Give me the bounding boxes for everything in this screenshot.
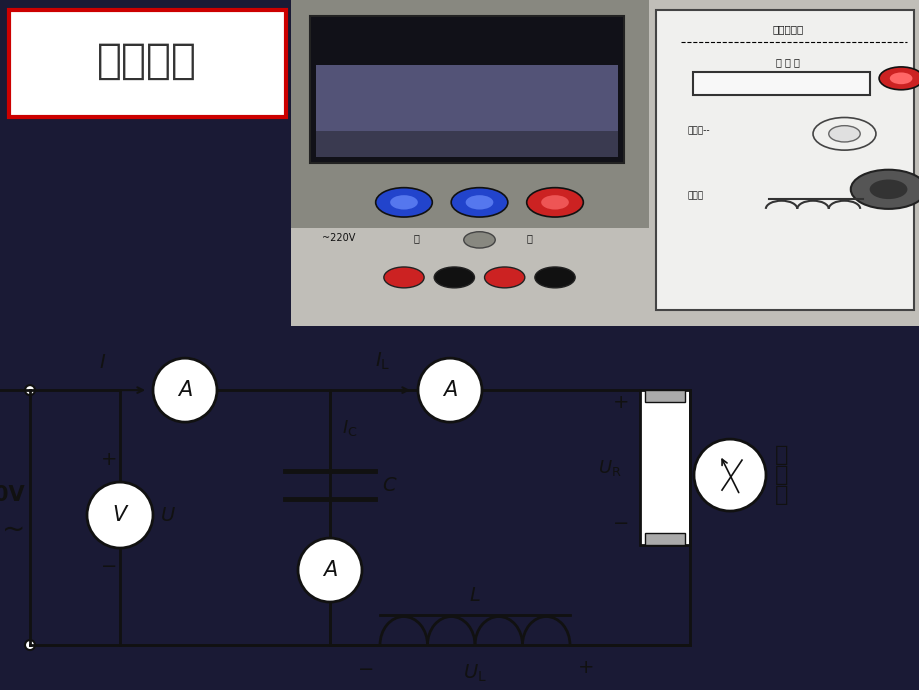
- Circle shape: [526, 188, 583, 217]
- Text: $-$: $-$: [357, 658, 373, 677]
- Text: $+$: $+$: [99, 450, 116, 469]
- Text: 日光灯电路: 日光灯电路: [771, 25, 802, 34]
- Bar: [655, 10, 913, 310]
- Text: 器: 器: [774, 485, 788, 505]
- Text: V: V: [113, 505, 127, 525]
- Text: $C$: $C$: [381, 475, 397, 495]
- Text: 220V: 220V: [0, 485, 25, 505]
- Circle shape: [463, 232, 494, 248]
- Bar: [310, 17, 624, 163]
- Text: 通: 通: [527, 233, 532, 244]
- Text: ~220V: ~220V: [322, 233, 355, 244]
- Text: $I$: $I$: [99, 353, 107, 372]
- Bar: [315, 66, 618, 130]
- Text: A: A: [442, 380, 457, 400]
- Text: $-$: $-$: [611, 512, 628, 531]
- Circle shape: [417, 358, 482, 422]
- Circle shape: [383, 267, 424, 288]
- Text: $-$: $-$: [100, 555, 116, 574]
- Text: 镇流器: 镇流器: [686, 191, 702, 200]
- Text: 日 光 灯: 日 光 灯: [775, 57, 799, 67]
- Bar: [290, 0, 649, 228]
- Circle shape: [828, 126, 859, 142]
- Bar: [644, 390, 685, 402]
- Circle shape: [25, 640, 35, 650]
- Text: A: A: [177, 380, 192, 400]
- Text: $I_{\rm L}$: $I_{\rm L}$: [375, 351, 391, 372]
- Text: $L$: $L$: [469, 586, 481, 605]
- Text: $+$: $+$: [576, 658, 593, 677]
- Bar: [315, 130, 618, 157]
- Circle shape: [153, 358, 217, 422]
- Circle shape: [434, 267, 474, 288]
- Text: $I_{\rm C}$: $I_{\rm C}$: [342, 417, 357, 437]
- Circle shape: [889, 72, 912, 84]
- Circle shape: [693, 439, 766, 511]
- Circle shape: [375, 188, 432, 217]
- Circle shape: [868, 179, 906, 199]
- Circle shape: [540, 195, 568, 210]
- FancyBboxPatch shape: [9, 10, 285, 117]
- Circle shape: [87, 482, 153, 548]
- Circle shape: [450, 188, 507, 217]
- Circle shape: [25, 385, 35, 395]
- Bar: [644, 533, 685, 545]
- Text: $U_{\rm R}$: $U_{\rm R}$: [597, 458, 621, 478]
- Circle shape: [879, 67, 919, 90]
- Circle shape: [465, 195, 493, 210]
- Text: A: A: [323, 560, 336, 580]
- Text: ~: ~: [2, 516, 25, 544]
- Circle shape: [390, 195, 417, 210]
- Text: 启辉器--: 启辉器--: [686, 126, 709, 135]
- Circle shape: [298, 538, 361, 602]
- Circle shape: [850, 170, 919, 209]
- Text: $U_{\rm L}$: $U_{\rm L}$: [462, 662, 486, 684]
- Text: 辉: 辉: [774, 465, 788, 485]
- Circle shape: [812, 117, 875, 150]
- Text: $U$: $U$: [160, 506, 176, 524]
- Text: 断: 断: [414, 233, 419, 244]
- Text: 实验电路: 实验电路: [97, 40, 197, 82]
- Circle shape: [484, 267, 524, 288]
- Circle shape: [534, 267, 574, 288]
- Text: 启: 启: [774, 445, 788, 465]
- Bar: [693, 72, 868, 95]
- Text: $+$: $+$: [611, 393, 628, 412]
- Bar: [640, 390, 689, 545]
